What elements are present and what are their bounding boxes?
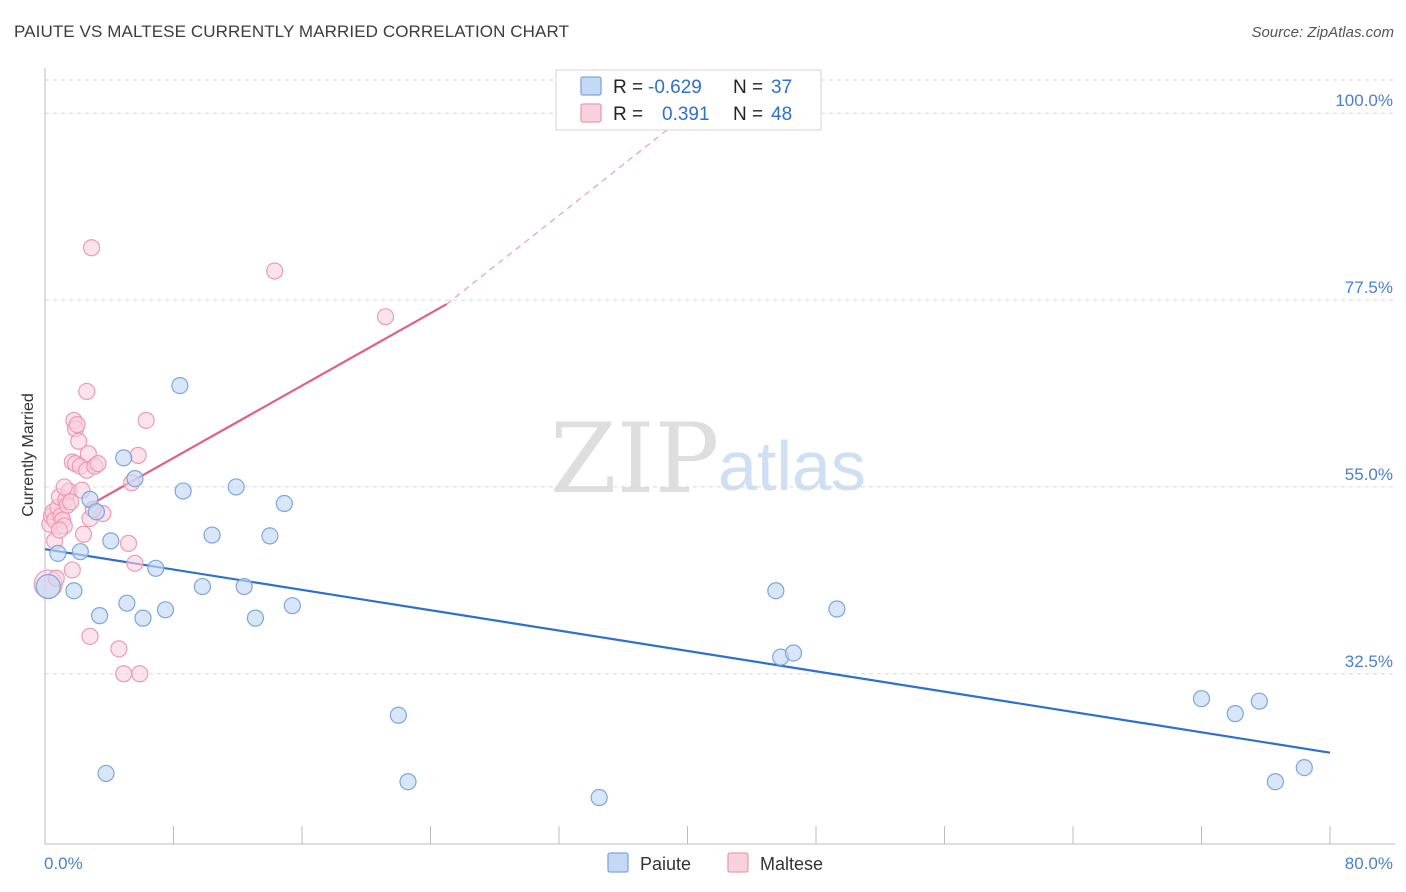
point-maltese [62,493,80,511]
y-tick-label: 32.5% [1345,652,1393,671]
point-paiute [1295,758,1313,777]
point-maltese [115,665,133,683]
bottom-legend-label-maltese: Maltese [760,854,823,874]
point-paiute [246,609,265,627]
point-maltese [78,382,96,401]
legend-swatch-paiute [580,76,602,96]
point-maltese [266,262,284,280]
data-points [33,239,1313,807]
point-paiute [283,597,301,615]
point-paiute [1250,692,1268,710]
trend-line-maltese [84,303,448,509]
point-paiute [115,449,133,467]
point-paiute [171,377,189,395]
point-maltese [376,308,395,326]
point-paiute [1226,705,1244,723]
point-maltese [82,239,101,257]
trend-line-paiute [44,548,1331,754]
point-maltese [126,554,144,572]
point-maltese [55,478,73,496]
point-maltese [131,665,149,683]
point-paiute [174,482,192,500]
point-paiute [147,559,165,577]
point-paiute [126,470,144,488]
legend-n-value-maltese: 48 [771,104,792,125]
point-paiute [590,788,608,807]
legend-r-value-paiute: -0.629 [648,77,702,98]
point-paiute [97,764,115,783]
point-paiute [65,582,83,600]
point-paiute [227,478,245,496]
x-tick-label: 0.0% [44,854,83,873]
point-paiute [261,527,279,545]
point-maltese [129,446,147,464]
axes [44,68,1395,845]
tick-labels: 32.5% 55.0% 77.5% 100.0% 0.0% 80.0% [44,91,1393,873]
point-paiute [87,503,106,521]
legend-n-label-maltese: N = [733,104,763,125]
point-paiute [102,532,120,550]
point-maltese [89,455,107,473]
y-tick-label: 55.0% [1345,465,1393,484]
y-tick-label: 100.0% [1335,91,1393,110]
point-paiute [235,577,253,596]
legend-n-value-paiute: 37 [771,77,792,98]
y-tick-label: 77.5% [1345,278,1393,297]
point-maltese [63,561,81,579]
point-paiute [1192,690,1211,708]
watermark-zip: ZIP [550,403,719,515]
bottom-legend-swatch-maltese [727,852,749,873]
point-paiute [1266,773,1284,791]
point-maltese [110,640,128,658]
chart-title: PAIUTE VS MALTESE CURRENTLY MARRIED CORR… [14,22,570,41]
watermark-atlas: atlas [718,427,866,505]
point-maltese [81,627,99,645]
point-paiute [91,607,109,625]
bottom-legend-swatch-paiute [607,852,629,873]
bottom-legend-label-paiute: Paiute [640,854,691,874]
point-maltese [70,432,88,450]
legend-bottom: Paiute Maltese [607,852,823,874]
point-paiute [784,644,803,662]
source-credit: Source: ZipAtlas.com [1251,24,1394,41]
legend-top: R = -0.629 N = 37 R = 0.391 N = 48 [555,69,822,131]
point-maltese [137,411,155,430]
point-paiute [389,706,407,724]
point-paiute [399,773,417,791]
point-maltese [68,416,86,434]
legend-swatch-maltese [580,103,602,123]
legend-n-label-paiute: N = [733,77,763,98]
point-maltese [119,534,138,552]
point-paiute [193,577,212,596]
x-tick-label: 80.0% [1345,854,1393,873]
point-maltese [74,525,93,543]
point-paiute [118,594,136,612]
legend-r-label-paiute: R = [613,77,643,98]
point-paiute [767,582,785,600]
legend-r-value-maltese: 0.391 [662,104,710,125]
point-paiute [35,573,61,600]
legend-r-label-maltese: R = [613,104,643,125]
point-paiute [275,494,293,513]
point-paiute [71,543,89,561]
point-paiute [134,609,152,627]
point-paiute [156,601,175,619]
point-maltese [50,521,69,539]
point-paiute [49,544,67,562]
point-paiute [828,600,846,618]
point-paiute [203,526,221,544]
y-axis-label: Currently Married [20,393,37,517]
